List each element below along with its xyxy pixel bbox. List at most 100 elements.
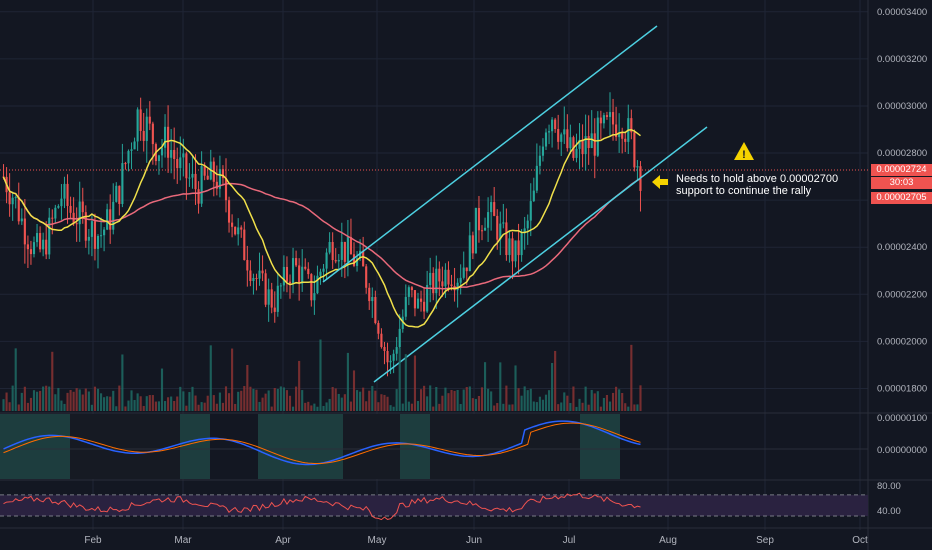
candle-body bbox=[255, 277, 258, 279]
volume-bar bbox=[487, 388, 490, 411]
candle-body bbox=[566, 129, 569, 149]
candle-body bbox=[291, 258, 295, 284]
candle-body bbox=[563, 129, 566, 135]
rsi-tick: 80.00 bbox=[877, 481, 901, 492]
indicator-shade bbox=[40, 414, 70, 479]
candle-body bbox=[23, 218, 26, 245]
candle-body bbox=[206, 175, 209, 180]
candle-body bbox=[371, 296, 374, 302]
candle-body bbox=[35, 233, 39, 243]
candle-body bbox=[234, 226, 237, 235]
candle-body bbox=[316, 275, 319, 294]
candle-body bbox=[432, 272, 435, 294]
volume-bar bbox=[11, 385, 14, 411]
volume-bar bbox=[42, 386, 45, 411]
volume-bar bbox=[276, 388, 279, 411]
volume-bar bbox=[136, 393, 139, 411]
volume-bar bbox=[584, 386, 587, 411]
candle-body bbox=[413, 290, 417, 309]
volume-bar bbox=[96, 388, 100, 411]
volume-bar bbox=[291, 406, 295, 411]
volume-bar bbox=[554, 350, 557, 411]
candle-body bbox=[90, 221, 93, 237]
volume-bar bbox=[133, 400, 136, 411]
candle-body bbox=[630, 118, 633, 133]
indicator-shade bbox=[580, 414, 620, 479]
volume-bar bbox=[106, 396, 109, 411]
volume-bar bbox=[426, 396, 429, 411]
y-tick-label: 0.00002800 bbox=[877, 148, 927, 159]
candle-body bbox=[182, 153, 185, 158]
candle-body bbox=[386, 350, 389, 363]
candle-body bbox=[197, 189, 200, 204]
y-tick-label: 0.00002200 bbox=[877, 289, 927, 300]
candle-body bbox=[587, 136, 590, 149]
volume-bar bbox=[154, 401, 157, 411]
volume-bar bbox=[575, 406, 578, 411]
candle-body bbox=[480, 230, 484, 232]
rsi-line bbox=[3, 492, 641, 521]
candle-body bbox=[304, 266, 307, 269]
volume-bar bbox=[401, 403, 404, 411]
volume-bar bbox=[429, 385, 432, 411]
candle-body bbox=[599, 117, 602, 124]
volume-bar bbox=[547, 390, 551, 411]
y-tick-label: 0.00002000 bbox=[877, 336, 927, 347]
volume-bar bbox=[35, 391, 39, 411]
volume-bar bbox=[362, 387, 365, 411]
countdown-label: 30:03 bbox=[871, 177, 932, 189]
volume-bar bbox=[66, 392, 69, 411]
volume-bar bbox=[130, 390, 133, 411]
volume-bar bbox=[392, 406, 395, 411]
candle-body bbox=[438, 268, 441, 282]
channel-upper-line bbox=[322, 25, 658, 283]
candle-body bbox=[496, 215, 499, 240]
x-tick-label: May bbox=[368, 535, 387, 546]
warning-exclamation: ! bbox=[742, 149, 746, 161]
volume-bar bbox=[557, 404, 560, 411]
volume-bar bbox=[410, 403, 413, 411]
candle-body bbox=[157, 155, 161, 162]
volume-bar bbox=[81, 394, 84, 411]
candle-body bbox=[121, 163, 124, 204]
volume-bar bbox=[142, 405, 145, 411]
volume-bar bbox=[282, 387, 285, 411]
volume-bar bbox=[611, 392, 615, 411]
candle-body bbox=[514, 240, 517, 262]
volume-bar bbox=[389, 405, 392, 411]
volume-bar bbox=[307, 401, 310, 411]
candle-body bbox=[103, 229, 106, 236]
candle-body bbox=[270, 289, 273, 308]
candle-body bbox=[538, 155, 541, 166]
indicator-shade bbox=[180, 414, 210, 479]
candle-body bbox=[48, 217, 51, 255]
volume-bar bbox=[240, 390, 243, 411]
x-tick-label: Mar bbox=[174, 535, 192, 546]
x-tick-label: Jun bbox=[466, 535, 482, 546]
volume-bar bbox=[115, 406, 118, 411]
candle-body bbox=[54, 207, 57, 219]
candle-body bbox=[176, 158, 179, 169]
volume-bar bbox=[20, 392, 23, 411]
volume-bar bbox=[167, 397, 170, 411]
rsi-band bbox=[0, 494, 868, 517]
candle-body bbox=[325, 252, 328, 269]
candle-body bbox=[474, 207, 477, 254]
volume-bar bbox=[371, 385, 374, 411]
candle-body bbox=[203, 166, 206, 176]
candle-body bbox=[426, 285, 429, 312]
volume-bar bbox=[252, 388, 255, 411]
candle-body bbox=[404, 296, 407, 317]
volume-bar bbox=[69, 390, 72, 411]
volume-bar bbox=[325, 402, 328, 411]
candle-body bbox=[87, 236, 90, 241]
candle-body bbox=[267, 289, 270, 305]
volume-bar bbox=[163, 401, 167, 411]
candle-body bbox=[237, 227, 240, 235]
volume-bar bbox=[87, 391, 90, 411]
volume-bar bbox=[355, 390, 359, 411]
volume-bar bbox=[602, 397, 605, 411]
candle-body bbox=[355, 258, 359, 266]
